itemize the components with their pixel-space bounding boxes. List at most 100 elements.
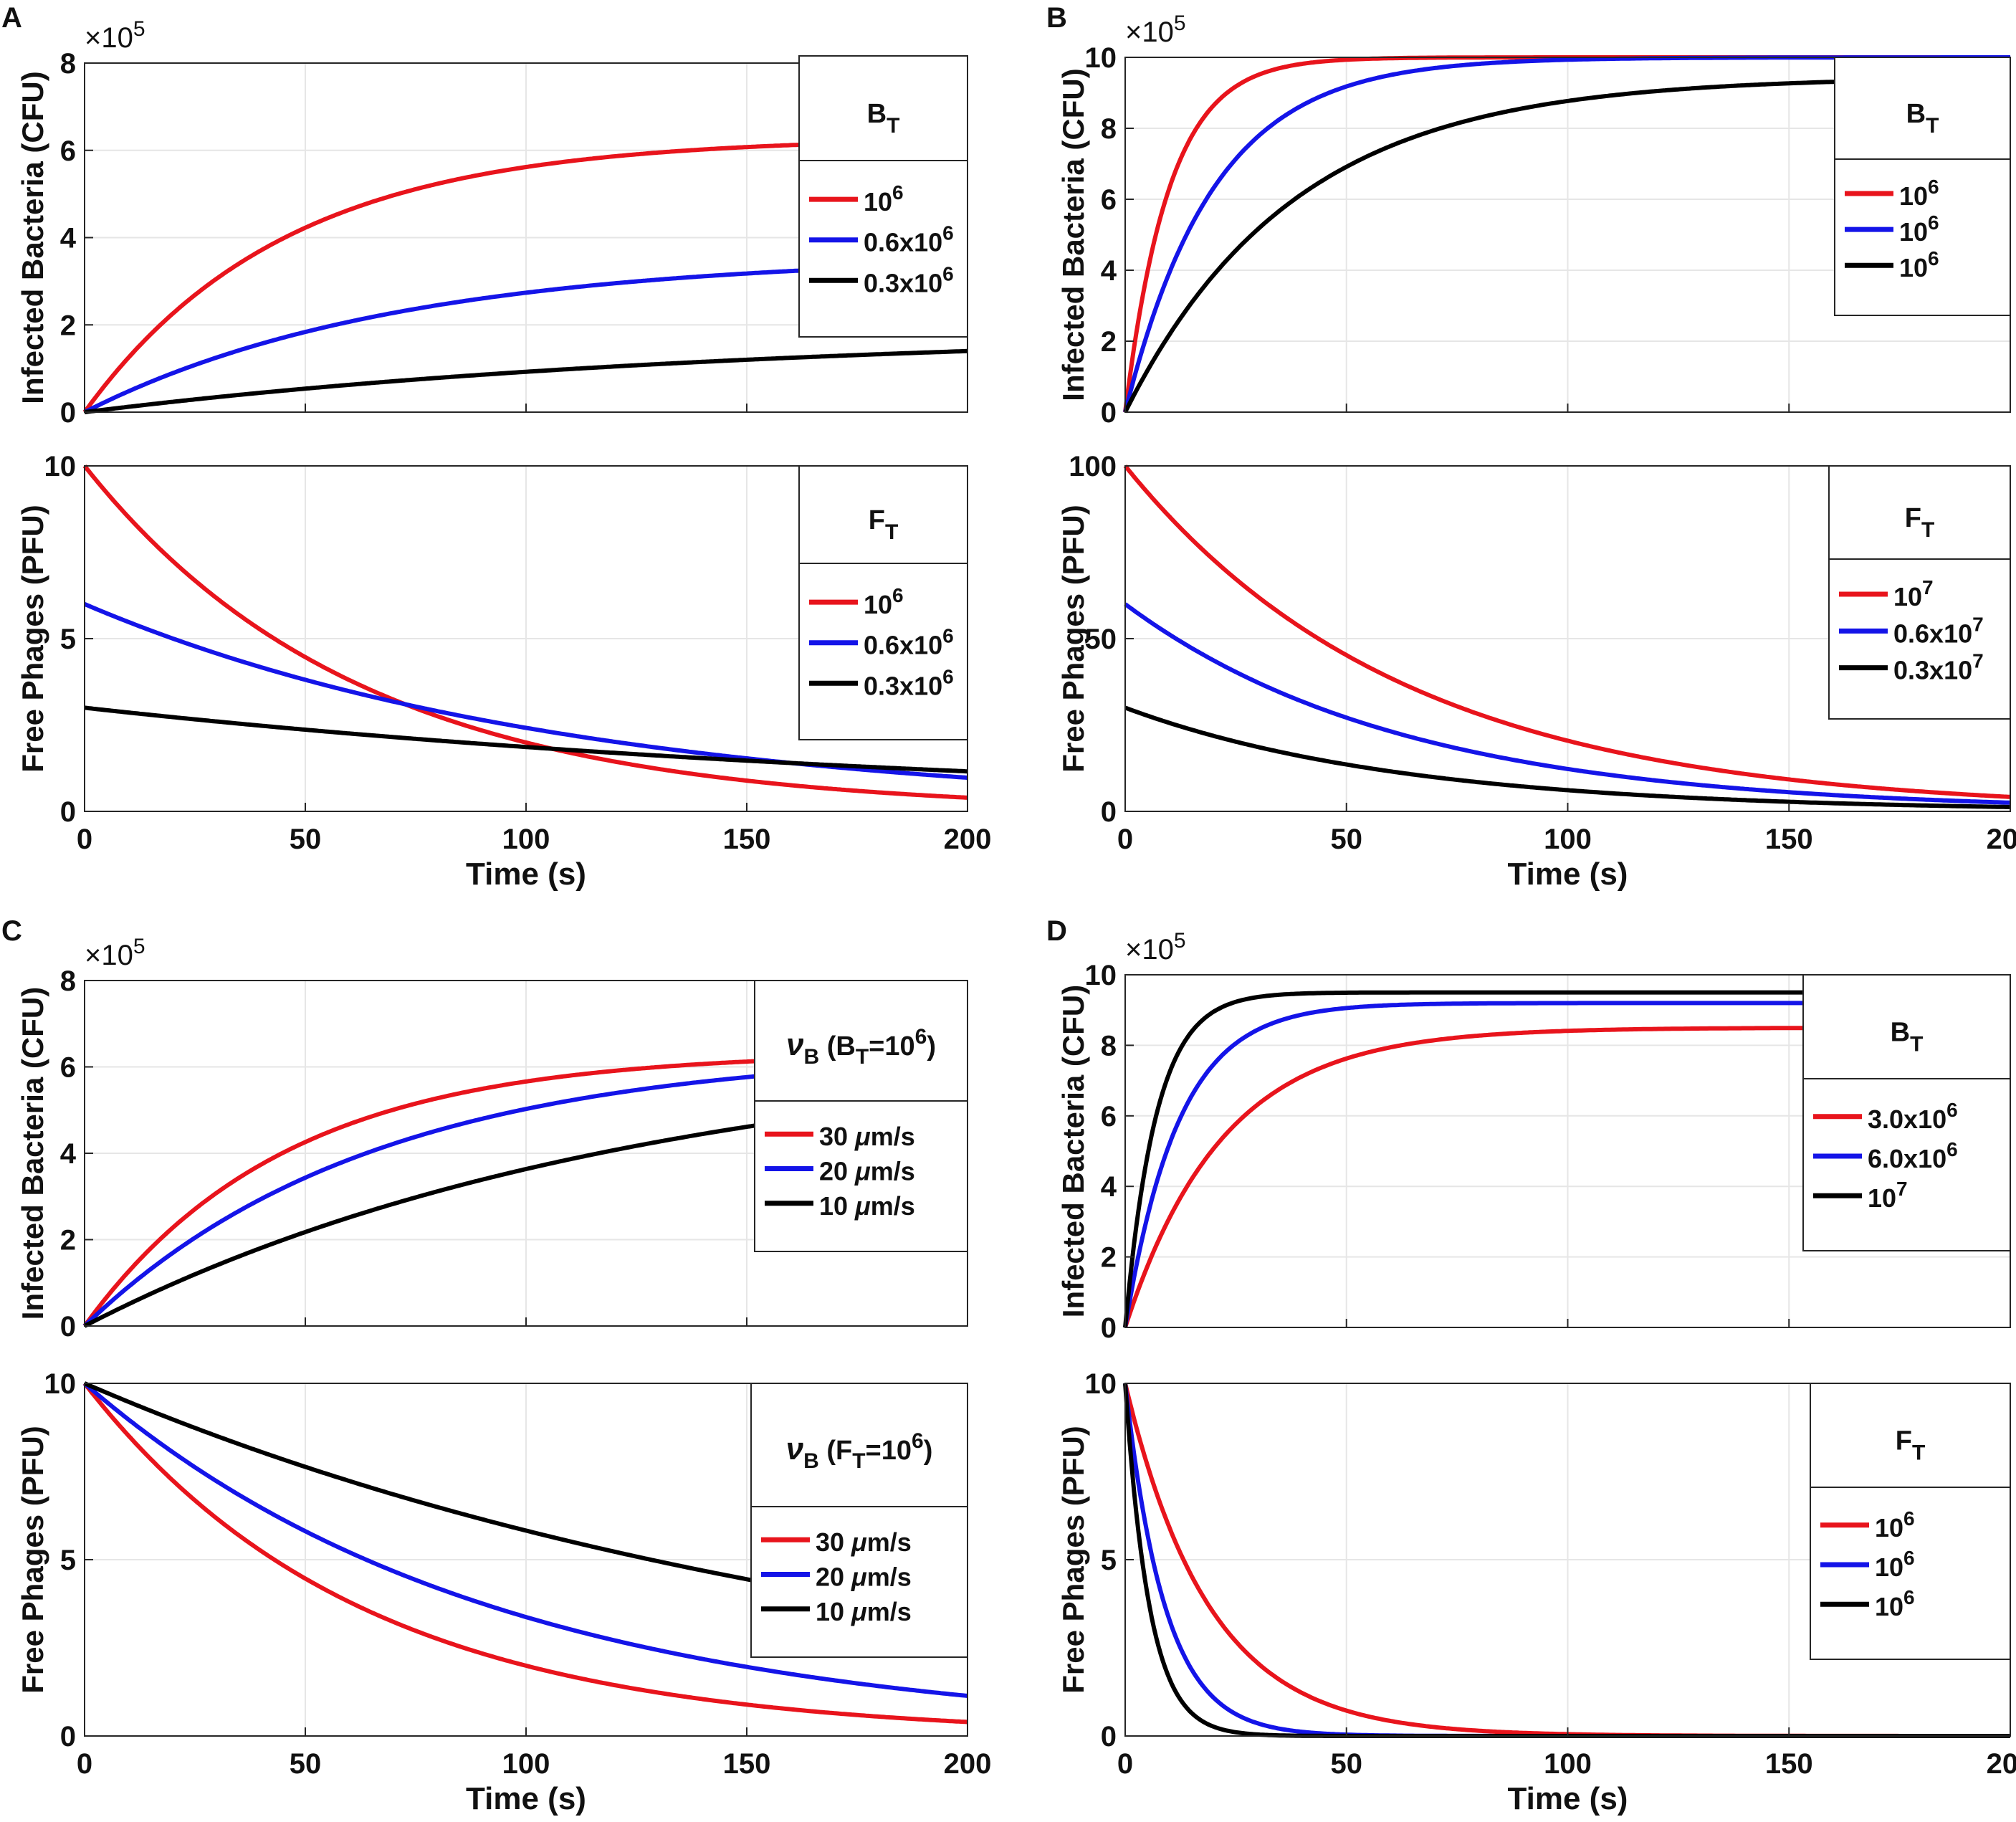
legend-entry-label: 10 μm/s: [819, 1191, 915, 1221]
legend: FT 106 106 106: [1810, 1383, 2011, 1660]
chart-panel-b: 0 2 4 6 8 10×105 Infected Bacteria (CFU) B BT 106…: [1046, 2, 2011, 429]
x-tick-label: 50: [1331, 1748, 1363, 1780]
y-tick-label: 8: [1101, 1030, 1117, 1062]
legend-entry-label: 0.3x107: [1893, 650, 1984, 685]
legend-entry-label: 107: [1893, 576, 1934, 611]
panel-letter: A: [1, 2, 22, 34]
legend-entry-label: 0.6x106: [864, 222, 954, 257]
chart-panel-a: 0 2 4 6 8 ×105 Infected Bacteria (CFU) A BT 106 0.…: [1, 2, 968, 429]
y-axis-label: Free Phages (PFU): [16, 1426, 49, 1693]
legend: FT 106 0.6x106 0.3x106: [798, 465, 968, 740]
legend-entry-label: 106: [1875, 1586, 1915, 1621]
legend: νB (FT=106) 30 μm/s 20 μm/s 10 μm/s: [750, 1383, 968, 1658]
x-tick-label: 200: [1987, 824, 2016, 855]
y-tick-label: 4: [60, 1138, 77, 1170]
x-tick-label: 0: [1117, 824, 1133, 855]
y-tick-label: 50: [1085, 624, 1117, 655]
y-tick-label: 2: [60, 310, 76, 341]
y-tick-label: 8: [60, 965, 76, 997]
y-tick-label: 6: [60, 1052, 76, 1084]
x-tick-label: 150: [1765, 1748, 1813, 1780]
x-tick-label: 200: [944, 824, 992, 855]
legend-title: FT: [1905, 503, 1935, 542]
x-axis-label: Time (s): [1508, 857, 1628, 892]
legend: BT 3.0x106 6.0x106 107: [1802, 974, 2011, 1251]
x-tick-label: 100: [502, 824, 550, 855]
x-axis-label: Time (s): [466, 1781, 586, 1816]
legend-entry-label: 0.3x106: [864, 665, 954, 700]
x-tick-label: 0: [77, 824, 92, 855]
legend-title: νB (FT=106): [786, 1429, 933, 1473]
series-line-blue: [83, 1381, 968, 1698]
legend-box: [1810, 1383, 2011, 1660]
legend-box: [754, 980, 968, 1252]
y-tick-label: 5: [60, 624, 76, 655]
series-line-black: [84, 705, 968, 774]
x-tick-label: 50: [290, 1748, 322, 1780]
y-tick-label: 10: [44, 451, 77, 482]
x-tick-label: 0: [1117, 1748, 1133, 1780]
legend-entry-label: 0.6x107: [1893, 613, 1984, 648]
x-axis-label: Time (s): [466, 857, 586, 892]
legend-entry-label: 106: [1875, 1507, 1915, 1542]
y-tick-label: 0: [1101, 397, 1117, 429]
y-tick-label: 4: [1101, 255, 1117, 287]
y-tick-label: 10: [1085, 42, 1117, 74]
chart-panel-c-lower: 0 50 100 150 200 0 5 10 Free Phages (PFU) Time (s…: [16, 1368, 991, 1816]
y-tick-label: 2: [60, 1225, 76, 1256]
legend-entry-label: 106: [1899, 247, 1939, 282]
series-line-red: [82, 464, 968, 800]
series-line-red: [82, 1382, 968, 1725]
y-exponent-label: ×105: [1125, 929, 1186, 965]
legend-entry-label: 0.6x106: [864, 625, 954, 660]
y-axis-label: Free Phages (PFU): [1056, 505, 1090, 772]
y-tick-label: 0: [1101, 796, 1117, 828]
y-tick-label: 6: [1101, 1101, 1117, 1132]
y-tick-label: 10: [1085, 1368, 1117, 1400]
legend-entry-label: 106: [1875, 1547, 1915, 1582]
chart-panel-c: 0 2 4 6 8 ×105 Infected Bacteria (CFU) CνB (BT=…: [1, 915, 968, 1342]
y-tick-label: 6: [60, 135, 76, 167]
legend-entry-label: 20 μm/s: [819, 1157, 915, 1186]
y-axis-label: Infected Bacteria (CFU): [1056, 68, 1090, 401]
legend-entry-label: 107: [1868, 1178, 1908, 1213]
x-axis-label: Time (s): [1508, 1781, 1628, 1816]
x-tick-label: 150: [723, 1748, 771, 1780]
y-tick-label: 4: [60, 223, 77, 254]
y-axis-label: Infected Bacteria (CFU): [1056, 985, 1090, 1317]
y-tick-label: 0: [60, 1721, 76, 1752]
y-tick-label: 8: [60, 48, 76, 80]
legend-title: νB (BT=106): [786, 1025, 936, 1069]
y-axis-label: Free Phages (PFU): [1056, 1426, 1090, 1693]
series-line-black: [84, 348, 968, 414]
y-tick-label: 0: [60, 796, 76, 828]
y-tick-label: 10: [44, 1368, 77, 1400]
legend-entry-label: 0.3x106: [864, 262, 954, 297]
series-line-blue: [1124, 602, 2011, 805]
chart-panel-d-lower: 0 50 100 150 200 0 5 10 Free Phages (PFU) Time (s…: [1056, 1368, 2016, 1816]
y-tick-label: 10: [1085, 960, 1117, 991]
legend-entry-label: 10 μm/s: [816, 1597, 912, 1626]
y-axis-label: Infected Bacteria (CFU): [16, 987, 49, 1320]
y-tick-label: 0: [1101, 1312, 1117, 1344]
x-tick-label: 50: [290, 824, 322, 855]
y-tick-label: 5: [60, 1545, 76, 1576]
legend-entry-label: 106: [864, 584, 904, 619]
y-tick-label: 5: [1101, 1545, 1117, 1576]
legend-entry-label: 106: [864, 181, 904, 216]
y-tick-label: 0: [60, 1311, 76, 1342]
chart-panel-b-lower: 0 50 100 150 200 0 50 100 Free Phages (PFU) Time …: [1056, 451, 2016, 892]
legend: BT 106 0.6x106 0.3x106: [798, 55, 968, 338]
y-tick-label: 100: [1069, 451, 1117, 482]
legend-entry-label: 20 μm/s: [816, 1563, 912, 1592]
y-tick-label: 6: [1101, 184, 1117, 216]
series-line-red: [1123, 464, 2011, 799]
x-tick-label: 0: [77, 1748, 92, 1780]
y-tick-label: 2: [1101, 326, 1117, 358]
y-axis-label: Infected Bacteria (CFU): [16, 71, 49, 404]
legend-entry-label: 106: [1899, 211, 1939, 247]
legend-title: BT: [1891, 1018, 1924, 1057]
